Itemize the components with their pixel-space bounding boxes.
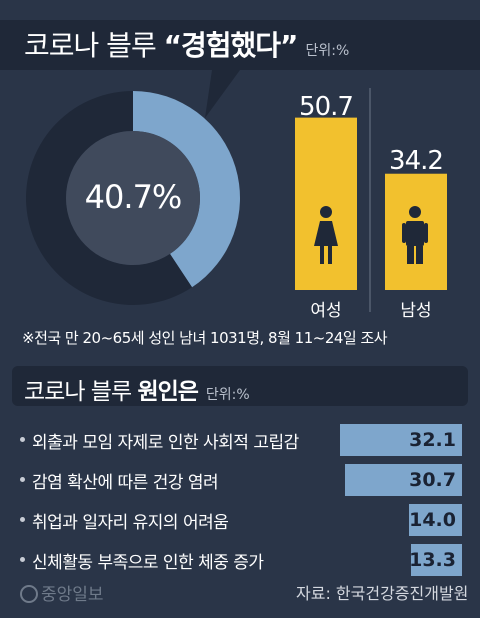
causes-title: 코로나 블루 원인은 단위:%: [24, 372, 250, 406]
donut-slice-experienced: [133, 91, 241, 288]
title-bar: [0, 20, 480, 70]
cause-value-label: 14.0: [409, 509, 456, 531]
cause-label: 신체활동 부족으로 인한 체중 증가: [32, 553, 264, 573]
title-prefix: 코로나 블루: [24, 29, 164, 62]
cause-label: 취업과 일자리 유지의 어려움: [32, 513, 229, 533]
female-bar: [295, 117, 357, 291]
experience-chart: [26, 70, 447, 312]
cause-bar: [408, 504, 462, 536]
cause-label: 감염 확산에 따른 건강 염려: [32, 473, 219, 493]
survey-note: ※전국 만 20~65세 성인 남녀 1031명, 8월 11~24일 조사: [22, 329, 388, 347]
gender-bar-chart: [295, 117, 447, 291]
cause-bar: [411, 544, 462, 576]
causes-title-emphasis: 원인은: [137, 379, 198, 405]
cause-label: 외출과 모임 자제로 인한 사회적 고립감: [32, 433, 299, 453]
publisher-logo-text: 중앙일보: [41, 585, 104, 605]
donut-slice-rest: [26, 91, 193, 305]
cause-bar: [340, 424, 462, 456]
causes-unit: 단위:%: [205, 387, 250, 403]
female-label: 여성: [310, 301, 342, 321]
title-emphasis: “경험했다”: [163, 29, 299, 62]
cause-bar: [345, 464, 462, 496]
bullet-icon: [20, 517, 25, 522]
male-person-icon: [402, 206, 428, 264]
donut-center-label: 40.7%: [84, 178, 183, 216]
male-value-label: 34.2: [389, 146, 444, 176]
causes-title-prefix: 코로나 블루: [24, 379, 138, 405]
female-person-icon: [314, 206, 338, 264]
cause-value-label: 32.1: [409, 429, 456, 451]
donut-chart: [26, 91, 241, 305]
title-unit: 단위:%: [305, 43, 350, 59]
publisher-logo: 중앙일보: [20, 580, 104, 605]
bullet-icon: [20, 437, 25, 442]
male-label: 남성: [400, 301, 432, 321]
publisher-logo-icon: [20, 585, 38, 603]
female-value-label: 50.7: [299, 92, 354, 122]
donut-hole: [66, 131, 200, 265]
title-pointer: [205, 70, 240, 118]
bullet-icon: [20, 557, 25, 562]
causes-title-bar: [12, 366, 468, 406]
cause-value-label: 30.7: [409, 469, 456, 491]
source-note: 자료: 한국건강증진개발원: [296, 584, 469, 603]
page-title: 코로나 블루 “경험했다” 단위:%: [24, 24, 349, 64]
cause-value-label: 13.3: [409, 549, 456, 571]
bullet-icon: [20, 477, 25, 482]
